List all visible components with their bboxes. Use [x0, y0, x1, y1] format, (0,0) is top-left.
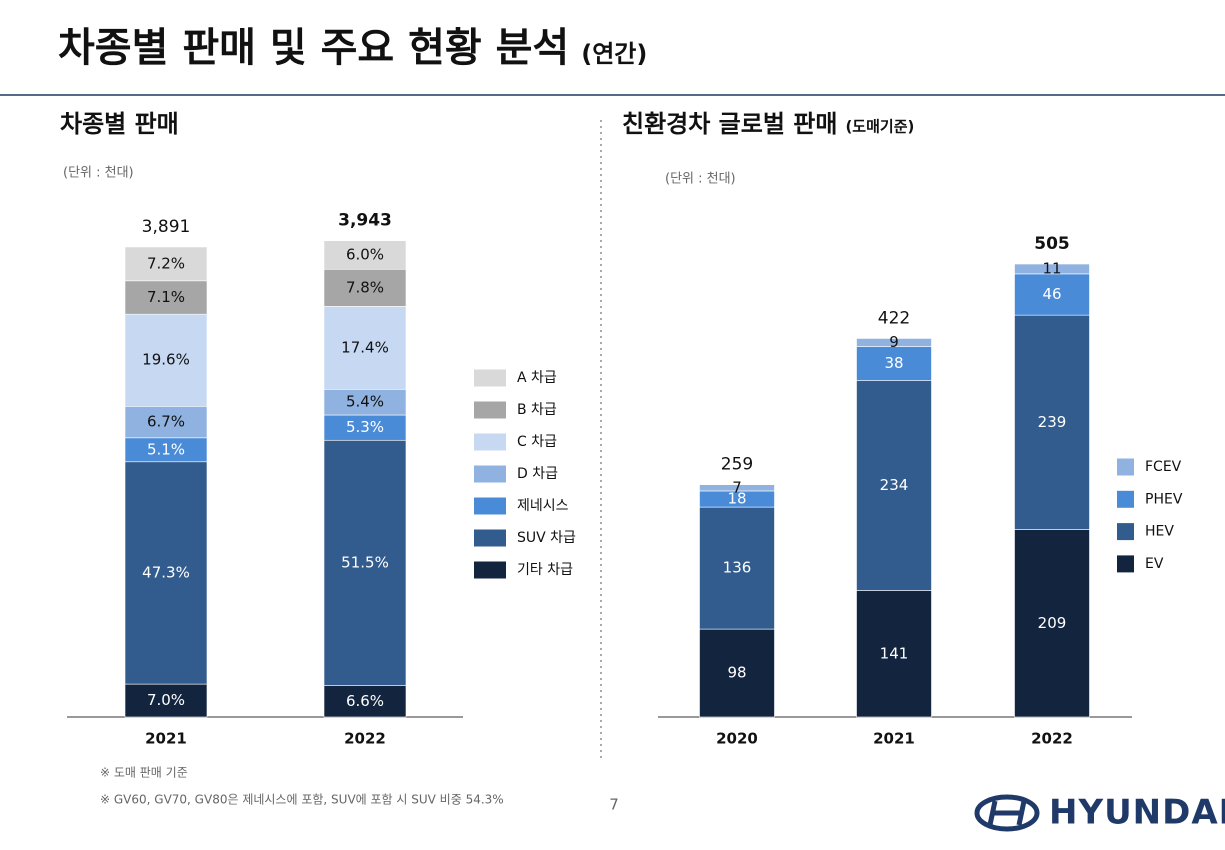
footnote: ※ 도매 판매 기준: [100, 766, 188, 780]
data-label: 18: [727, 490, 746, 508]
data-label: 7: [732, 478, 742, 496]
legend-swatch: [1117, 555, 1134, 573]
data-label: 136: [723, 559, 752, 577]
data-label: 5.4%: [346, 393, 384, 411]
x-tick-label: 2022: [1031, 730, 1073, 748]
legend-label: A 차급: [517, 370, 557, 386]
unit-label: (단위 : 천대): [63, 166, 134, 181]
unit-label: (단위 : 천대): [665, 172, 736, 187]
data-label: 5.1%: [147, 440, 185, 458]
bar-segment: [124, 246, 208, 282]
total-label: 259: [721, 455, 753, 475]
x-tick-label: 2022: [344, 730, 386, 748]
legend-label: C 차급: [517, 434, 557, 450]
data-label: 7.2%: [147, 254, 185, 272]
logo: HYUNDAI: [974, 793, 1225, 833]
legend-label: SUV 차급: [517, 530, 576, 546]
total-label: 422: [878, 308, 910, 328]
x-tick-label: 2021: [145, 730, 187, 748]
logo-emblem-h: [987, 800, 1027, 826]
legend-swatch: [1117, 523, 1134, 541]
bar-segment: [1014, 263, 1090, 275]
data-label: 19.6%: [142, 351, 190, 369]
chart-title-suffix: (도매기준): [845, 118, 914, 136]
bar-segment: [323, 685, 407, 718]
bar-segment: [1014, 273, 1090, 316]
bar-segment: [1014, 314, 1090, 530]
chart-title: 차종별 판매: [60, 110, 179, 138]
legend-swatch: [1117, 490, 1134, 508]
data-label: 6.0%: [346, 245, 384, 263]
legend-label: 제네시스: [517, 498, 569, 514]
bar-segment: [124, 461, 208, 685]
bar-segment: [323, 388, 407, 416]
bar-segment: [856, 590, 932, 718]
data-label: 5.3%: [346, 418, 384, 436]
data-label: 51.5%: [341, 553, 389, 571]
data-label: 9: [889, 333, 899, 351]
data-label: 98: [727, 664, 746, 682]
bar-segment: [699, 484, 775, 492]
data-label: 7.1%: [147, 288, 185, 306]
legend-label: PHEV: [1145, 491, 1183, 507]
legend-swatch: [474, 369, 506, 387]
footnote: ※ GV60, GV70, GV80은 제네시스에 포함, SUV에 포함 시 …: [100, 793, 504, 807]
bar-segment: [124, 280, 208, 315]
legend-label: B 차급: [517, 402, 557, 418]
legend-label: D 차급: [517, 466, 558, 482]
bar-segment: [323, 414, 407, 441]
legend-swatch: [474, 497, 506, 515]
x-tick-label: 2021: [873, 730, 915, 748]
legend-label: HEV: [1145, 524, 1174, 540]
data-label: 11: [1042, 259, 1061, 277]
total-label: 3,943: [338, 211, 392, 231]
data-label: 234: [880, 476, 909, 494]
data-label: 47.3%: [142, 563, 190, 581]
legend-swatch: [474, 433, 506, 451]
data-label: 38: [884, 354, 903, 372]
slide-title-suffix: (연간): [581, 40, 647, 68]
legend-swatch: [474, 529, 506, 547]
data-label: 239: [1038, 413, 1067, 431]
data-label: 46: [1042, 285, 1061, 303]
legend-swatch: [474, 561, 506, 579]
bar-segment: [699, 506, 775, 630]
bar-segment: [856, 338, 932, 347]
legend-label: 기타 차급: [517, 562, 573, 578]
total-label: 3,891: [142, 217, 191, 237]
data-label: 6.6%: [346, 692, 384, 710]
data-label: 7.0%: [147, 691, 185, 709]
data-label: 17.4%: [341, 338, 389, 356]
legend-swatch: [474, 401, 506, 419]
chart-title: 친환경차 글로벌 판매: [622, 110, 837, 138]
legend-swatch: [474, 465, 506, 483]
logo-text: HYUNDAI: [1049, 793, 1225, 833]
data-label: 141: [880, 644, 909, 662]
legend-label: FCEV: [1145, 459, 1182, 475]
bar-segment: [323, 240, 407, 270]
bar-segment: [1014, 529, 1090, 718]
x-tick-label: 2020: [716, 730, 758, 748]
bar-segment: [856, 380, 932, 591]
bar-segment: [124, 313, 208, 407]
bar-segment: [323, 306, 407, 390]
page-number: 7: [609, 796, 619, 814]
slide-title: 차종별 판매 및 주요 현황 분석: [58, 25, 569, 71]
bar-segment: [856, 346, 932, 381]
bar-segment: [124, 406, 208, 439]
data-label: 6.7%: [147, 413, 185, 431]
bar-segment: [699, 628, 775, 718]
legend-swatch: [1117, 458, 1134, 476]
legend-label: EV: [1145, 556, 1164, 572]
logo-emblem: [974, 794, 1040, 832]
data-label: 7.8%: [346, 278, 384, 296]
data-label: 209: [1038, 614, 1067, 632]
total-label: 505: [1034, 234, 1070, 254]
